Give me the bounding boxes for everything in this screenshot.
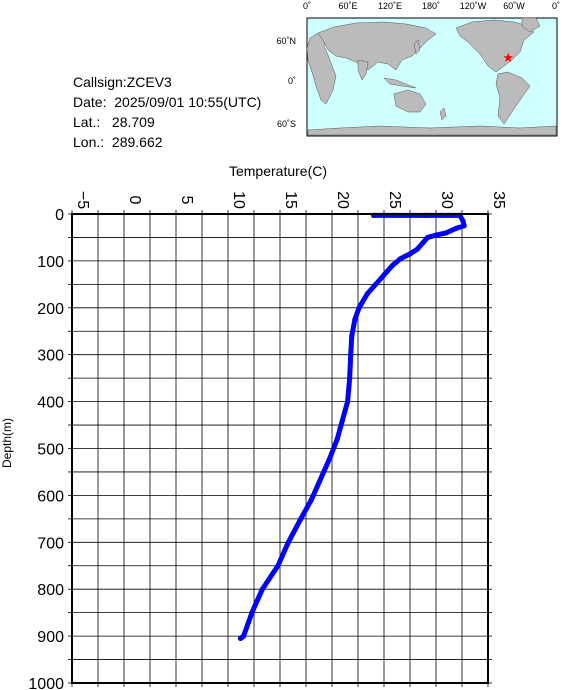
map-lon-label: 0˚ xyxy=(552,1,560,11)
data-point xyxy=(407,251,413,257)
y-tick-label: 100 xyxy=(37,254,64,271)
y-tick-label: 1000 xyxy=(28,676,64,690)
data-point xyxy=(308,497,314,503)
temperature-depth-chart: Temperature(C) Depth(m) −5 0 5 10 15 20 25 30 35… xyxy=(0,163,507,690)
map-lat-label: 60˚S xyxy=(277,119,296,129)
y-tick-label: 700 xyxy=(37,535,64,552)
data-point xyxy=(356,305,362,311)
data-point xyxy=(327,455,333,461)
data-point xyxy=(298,516,304,522)
date-value: 2025/09/01 10:55(UTC) xyxy=(114,94,262,110)
x-tick-label: 5 xyxy=(178,196,195,205)
map-top-labels: 0˚ 60˚E 120˚E 180˚ 120˚W 60˚W 0˚ xyxy=(303,1,560,11)
map-lat-label: 0˚ xyxy=(288,76,296,86)
y-tick-label: 0 xyxy=(55,207,64,224)
data-point xyxy=(285,539,291,545)
lat-label: Lat.: xyxy=(73,114,101,130)
data-point xyxy=(398,255,404,262)
date-row: Date: 2025/09/01 10:55(UTC) xyxy=(73,92,261,112)
landmass-8 xyxy=(521,17,541,33)
profile-line xyxy=(237,212,467,641)
data-point xyxy=(420,239,427,245)
landmass-10 xyxy=(307,125,557,136)
landmass-2 xyxy=(357,59,369,81)
data-point xyxy=(443,230,449,236)
data-point xyxy=(347,375,353,381)
map-lon-label: 120˚W xyxy=(460,1,487,11)
x-tick-label: 35 xyxy=(490,191,507,209)
series-group xyxy=(237,212,467,642)
x-axis-label: Temperature(C) xyxy=(229,163,327,179)
x-tick-label: 25 xyxy=(386,191,403,209)
grid xyxy=(71,213,489,684)
data-point xyxy=(454,225,460,231)
y-tick-labels: 0 100 200 300 400 500 600 700 800 900 1000 xyxy=(28,207,64,690)
landmass-1 xyxy=(317,21,437,71)
data-point xyxy=(345,399,351,405)
plot-frame xyxy=(71,213,489,684)
x-tick-label: 15 xyxy=(282,191,299,209)
data-point xyxy=(339,417,345,423)
y-tick-label: 300 xyxy=(37,348,64,365)
y-tick-label: 200 xyxy=(37,301,64,318)
lat-row: Lat.: 28.709 xyxy=(73,112,261,132)
data-point xyxy=(389,262,395,269)
y-tick-label: 400 xyxy=(37,395,64,412)
landmass-5 xyxy=(393,89,427,113)
landmass-6 xyxy=(439,107,447,121)
lon-label: Lon.: xyxy=(73,134,105,150)
landmass-9 xyxy=(495,71,531,125)
callsign-text: Callsign:ZCEV3 xyxy=(73,74,172,90)
y-tick-label: 800 xyxy=(37,582,64,599)
landmass-4 xyxy=(413,39,421,55)
data-point xyxy=(237,635,244,642)
landmass-3 xyxy=(383,77,417,89)
data-point xyxy=(425,234,431,241)
map-lon-label: 120˚E xyxy=(378,1,402,11)
x-tick-label: −5 xyxy=(74,191,91,209)
data-point xyxy=(348,352,354,358)
data-point xyxy=(349,333,355,339)
data-point xyxy=(316,478,323,484)
lon-value: 289.662 xyxy=(111,134,163,150)
y-axis-label: Depth(m) xyxy=(0,418,14,468)
y-tick-label: 500 xyxy=(37,442,64,459)
station-star: ★ xyxy=(502,50,514,65)
map-lat-labels: 60˚N 0˚ 60˚S xyxy=(276,36,296,129)
data-point xyxy=(259,586,265,592)
x-tick-label: 0 xyxy=(126,196,143,205)
data-point xyxy=(364,291,370,297)
x-tick-label: 30 xyxy=(438,191,455,209)
station-marker-icon: ★ xyxy=(502,50,514,65)
map-lat-label: 60˚N xyxy=(276,36,296,46)
data-point xyxy=(414,246,420,252)
data-point xyxy=(381,272,387,278)
data-point xyxy=(275,563,281,569)
map-lon-label: 60˚E xyxy=(338,1,357,11)
lon-row: Lon.: 289.662 xyxy=(73,132,261,152)
location-map: 0˚ 60˚E 120˚E 180˚ 120˚W 60˚W 0˚ 60˚N 0˚… xyxy=(276,1,560,137)
data-point xyxy=(433,232,439,238)
y-tick-label: 900 xyxy=(37,629,64,646)
lat-value: 28.709 xyxy=(111,114,155,130)
map-lon-label: 60˚W xyxy=(503,1,525,11)
data-point xyxy=(334,436,340,442)
data-point xyxy=(461,223,467,229)
map-land xyxy=(306,17,557,136)
date-label: Date: xyxy=(73,94,107,110)
station-info: Callsign:ZCEV3 Date: 2025/09/01 10:55(UT… xyxy=(73,72,261,152)
map-lon-label: 0˚ xyxy=(303,1,311,11)
x-tick-label: 10 xyxy=(230,191,247,209)
x-tick-labels: −5 0 5 10 15 20 25 30 35 xyxy=(74,191,507,209)
data-point xyxy=(352,316,358,323)
map-lon-label: 180˚ xyxy=(422,1,440,11)
data-point xyxy=(460,218,466,224)
x-tick-label: 20 xyxy=(334,191,351,209)
landmass-7 xyxy=(455,19,535,73)
y-tick-label: 600 xyxy=(37,488,64,505)
data-point xyxy=(249,610,255,616)
data-point xyxy=(373,281,379,287)
